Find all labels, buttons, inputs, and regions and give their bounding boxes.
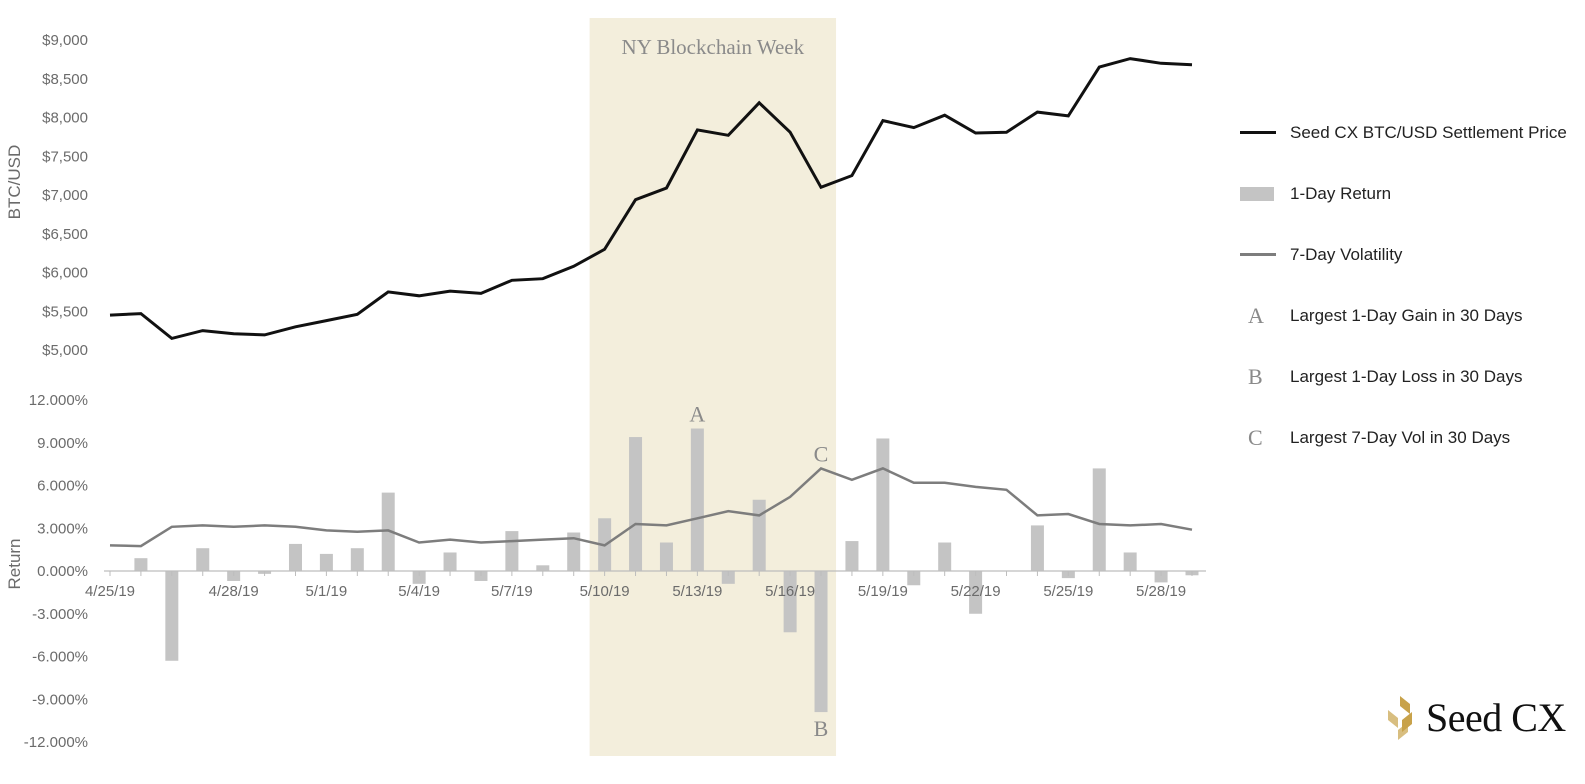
return-bar [1092, 468, 1106, 571]
price-y-tick: $8,500 [42, 71, 88, 88]
x-ticks: 4/25/19 4/28/19 5/1/19 5/4/19 5/7/19 5/10/19 5… [85, 571, 1193, 600]
return-bar [412, 571, 426, 584]
x-tick-label: 5/22/19 [951, 583, 1001, 600]
x-tick-label: 5/28/19 [1136, 583, 1186, 600]
return-bar [288, 543, 302, 571]
return-bar [814, 571, 828, 713]
price-y-tick: $7,500 [42, 148, 88, 165]
return-bar [1123, 552, 1137, 571]
legend-item-vol-max: C Largest 7-Day Vol in 30 Days [1240, 423, 1510, 453]
legend-label-return: 1-Day Return [1290, 184, 1392, 203]
logo-text: Seed CX [1426, 695, 1566, 740]
legend-item-loss: B Largest 1-Day Loss in 30 Days [1240, 362, 1522, 392]
annotations: A B C [689, 402, 828, 742]
return-bar [134, 558, 148, 571]
legend-label-volatility: 7-Day Volatility [1290, 245, 1403, 264]
volatility-swatch [1240, 240, 1276, 270]
x-tick-label: 5/10/19 [580, 583, 630, 600]
return-bar [567, 532, 581, 571]
return-bar [350, 548, 364, 571]
return-bar [1154, 571, 1168, 583]
legend-label-vol-max: Largest 7-Day Vol in 30 Days [1290, 428, 1511, 447]
return-bar [505, 531, 519, 571]
x-tick-label: 5/19/19 [858, 583, 908, 600]
return-bar [319, 553, 333, 571]
return-bar [659, 542, 673, 571]
highlight-label: NY Blockchain Week [622, 35, 805, 59]
annotation-c: C [814, 441, 829, 466]
loss-marker: B [1248, 364, 1263, 389]
volatility-line [109, 466, 1193, 548]
return-bar [196, 548, 210, 571]
logo-mark-icon [1388, 695, 1412, 740]
return-bar [1030, 525, 1044, 571]
annotation-b: B [814, 716, 829, 741]
return-swatch [1240, 179, 1276, 209]
x-tick-label: 5/1/19 [306, 583, 348, 600]
x-tick-label: 4/25/19 [85, 583, 135, 600]
legend-label-gain: Largest 1-Day Gain in 30 Days [1290, 306, 1523, 325]
price-y-tick: $5,000 [42, 342, 88, 359]
price-swatch [1240, 118, 1276, 148]
return-bar [165, 571, 179, 661]
return-y-tick: -6.000% [32, 649, 88, 666]
price-y-ticks: $5,000 $5,500 $6,000 $6,500 $7,000 $7,500 $8,0… [42, 32, 88, 359]
legend-item-return: 1-Day Return [1240, 179, 1391, 209]
price-y-tick: $8,000 [42, 110, 88, 127]
return-y-tick: -3.000% [32, 606, 88, 623]
return-axis-title: Return [5, 538, 24, 589]
return-bar [938, 542, 952, 571]
highlight-band [589, 18, 837, 756]
return-bar [969, 571, 983, 614]
return-bar [536, 565, 550, 571]
return-bar [876, 438, 890, 571]
price-y-tick: $6,500 [42, 226, 88, 243]
price-y-tick: $9,000 [42, 32, 88, 49]
return-y-tick: 9.000% [37, 435, 88, 452]
return-y-tick: 3.000% [37, 520, 88, 537]
return-bar [845, 541, 859, 571]
return-y-tick: 12.000% [29, 392, 88, 409]
price-y-tick: $6,000 [42, 265, 88, 282]
return-bar [721, 571, 735, 584]
return-y-tick: -12.000% [24, 734, 88, 751]
legend-label-price: Seed CX BTC/USD Settlement Price [1290, 123, 1567, 142]
return-bar [690, 428, 704, 571]
return-bar [381, 492, 395, 571]
return-y-ticks: -12.000% -9.000% -6.000% -3.000% 0.000% 3.000… [24, 392, 88, 751]
x-tick-label: 5/7/19 [491, 583, 533, 600]
x-tick-label: 5/25/19 [1043, 583, 1093, 600]
return-bar [783, 571, 797, 633]
annotation-a: A [689, 402, 705, 427]
return-y-tick: -9.000% [32, 691, 88, 708]
return-bar [629, 437, 643, 571]
gain-marker: A [1248, 303, 1264, 328]
legend-item-gain: A Largest 1-Day Gain in 30 Days [1240, 301, 1522, 331]
price-y-tick: $5,500 [42, 303, 88, 320]
return-bar [752, 499, 766, 571]
return-bar [907, 571, 921, 586]
return-bars [134, 428, 1199, 713]
seed-cx-logo: Seed CX [1388, 694, 1566, 741]
x-tick-label: 5/4/19 [398, 583, 440, 600]
x-tick-label: 5/16/19 [765, 583, 815, 600]
return-y-tick: 6.000% [37, 478, 88, 495]
price-line [109, 57, 1193, 341]
vol-max-marker: C [1248, 425, 1263, 450]
return-bar [443, 552, 457, 571]
price-y-tick: $7,000 [42, 187, 88, 204]
legend-item-volatility: 7-Day Volatility [1240, 240, 1402, 270]
x-tick-label: 5/13/19 [672, 583, 722, 600]
price-axis-title: BTC/USD [5, 145, 24, 220]
return-y-tick: 0.000% [37, 563, 88, 580]
legend-label-loss: Largest 1-Day Loss in 30 Days [1290, 367, 1523, 386]
legend-item-price: Seed CX BTC/USD Settlement Price [1240, 118, 1567, 148]
x-tick-label: 4/28/19 [209, 583, 259, 600]
